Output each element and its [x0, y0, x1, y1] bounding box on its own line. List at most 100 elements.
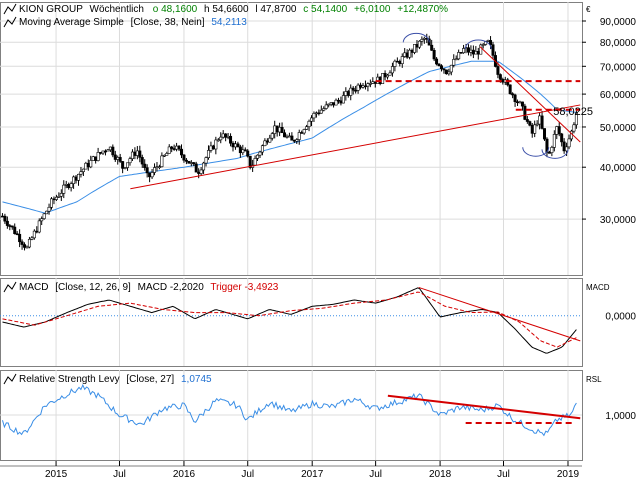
candle-body	[116, 157, 120, 160]
candle-body	[543, 128, 547, 140]
candle-body	[5, 220, 9, 226]
candle-body	[344, 91, 348, 96]
candle-body	[457, 52, 461, 60]
open-value: o 48,1600	[153, 4, 198, 15]
candle-body	[256, 154, 260, 159]
legend-rsl: Relative Strength Levy [Close, 27] 1,074…	[19, 374, 212, 385]
candle-body	[474, 51, 478, 55]
candle-body	[574, 112, 578, 126]
candle-body	[528, 121, 532, 126]
candle-body	[96, 152, 100, 161]
price-candles	[0, 33, 578, 251]
candle-body	[243, 149, 247, 152]
candle-body	[268, 137, 272, 143]
candle-body	[305, 126, 309, 130]
grid-lines	[0, 2, 586, 466]
candle-body	[172, 148, 176, 150]
candle-body	[84, 162, 88, 170]
candle-body	[192, 162, 196, 165]
candle-body	[23, 244, 27, 248]
pattern-arc-1	[464, 39, 492, 50]
candle-body	[148, 172, 152, 178]
candle-body	[437, 63, 441, 67]
macd-legend-icon	[3, 281, 17, 293]
candle-body	[444, 69, 448, 75]
macd-value: MACD -2,2020	[138, 282, 205, 293]
candle-body	[285, 136, 289, 138]
candle-body	[454, 58, 458, 61]
candle-body	[383, 73, 387, 78]
candle-body	[489, 40, 493, 46]
candle-body	[153, 167, 157, 173]
pattern-arc-2	[522, 147, 550, 157]
candle-body	[334, 99, 338, 106]
candle-body	[324, 104, 328, 109]
candle-body	[300, 132, 304, 134]
candle-body	[175, 145, 179, 150]
legend-icons	[3, 3, 17, 385]
candle-body	[327, 103, 331, 106]
candle-body	[398, 61, 402, 64]
candle-body	[199, 169, 203, 174]
candle-body	[211, 145, 215, 150]
x-tick-label: Jul	[113, 469, 126, 480]
candle-body	[349, 87, 353, 96]
rsl-y-tick-label: 1,0000	[605, 411, 636, 422]
candle-body	[314, 112, 318, 115]
candle-body	[386, 74, 390, 78]
candle-body	[442, 68, 446, 71]
candle-body	[329, 102, 333, 105]
candle-body	[155, 166, 159, 169]
candle-body	[72, 176, 76, 184]
candle-body	[145, 167, 149, 174]
change-percent: +12,4870%	[397, 4, 448, 15]
candle-body	[52, 198, 56, 201]
macd-params: [Close, 12, 26, 9]	[55, 282, 131, 293]
candle-body	[197, 171, 201, 174]
candle-body	[297, 132, 301, 140]
x-tick-label: 2016	[173, 469, 196, 480]
candle-body	[62, 184, 66, 194]
candle-body	[317, 112, 321, 115]
candle-body	[209, 145, 213, 151]
candle-body	[533, 124, 537, 134]
candle-body	[238, 146, 242, 154]
candle-body	[555, 126, 559, 135]
price-annotation-0: 58,0225	[553, 106, 593, 118]
candle-body	[160, 155, 164, 168]
candle-body	[121, 161, 125, 169]
candle-body	[486, 40, 490, 42]
high-value: h 54,6600	[204, 4, 249, 15]
candle-body	[538, 115, 542, 125]
candle-body	[91, 156, 95, 161]
candle-body	[157, 166, 161, 169]
candle-body	[59, 193, 63, 197]
axis-labels: 2015 Jul 2016 Jul 2017 Jul 2018 Jul 2019 30,0000 4…	[45, 17, 636, 480]
candle-body	[138, 150, 142, 158]
rsl-legend-icon	[3, 373, 17, 385]
candle-body	[47, 206, 51, 212]
candle-body	[263, 140, 267, 147]
candle-body	[361, 85, 365, 88]
company-name: KION GROUP	[19, 4, 83, 15]
candle-body	[189, 162, 193, 164]
candle-body	[567, 138, 571, 148]
candle-body	[283, 132, 287, 138]
macd-legend: MACD [Close, 12, 26, 9] MACD -2,2020 Tri…	[19, 282, 610, 293]
trigger-series	[2, 291, 577, 348]
candle-body	[471, 49, 475, 55]
candle-body	[143, 163, 147, 168]
macd-axis-label: MACD	[586, 283, 610, 292]
candle-body	[292, 139, 296, 142]
macd-label: MACD	[19, 282, 48, 293]
candle-body	[354, 89, 358, 92]
candle-body	[498, 74, 502, 80]
candle-body	[346, 91, 350, 96]
candle-body	[506, 79, 510, 86]
candle-body	[388, 72, 392, 76]
candle-body	[496, 66, 500, 75]
candle-body	[516, 101, 520, 104]
candle-body	[229, 135, 233, 144]
trigger-value: Trigger -3,4923	[210, 282, 278, 293]
candle-body	[206, 150, 210, 158]
